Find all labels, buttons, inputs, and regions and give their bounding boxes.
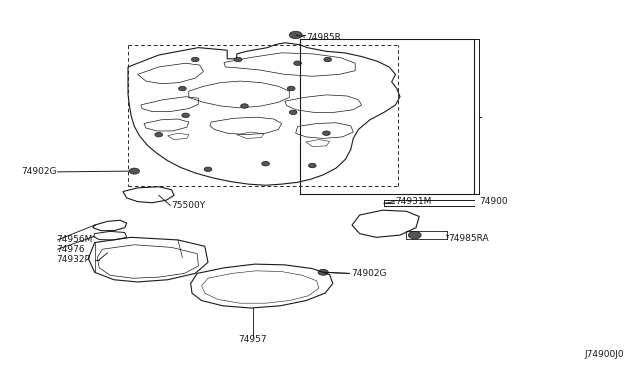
Circle shape — [318, 269, 328, 275]
Circle shape — [234, 57, 242, 62]
Circle shape — [289, 31, 302, 39]
Circle shape — [262, 161, 269, 166]
Circle shape — [287, 86, 295, 91]
Circle shape — [204, 167, 212, 171]
Text: 74956M: 74956M — [56, 235, 93, 244]
Circle shape — [408, 231, 421, 239]
Text: 74985R: 74985R — [306, 33, 340, 42]
Circle shape — [129, 168, 140, 174]
Text: 74932P: 74932P — [56, 255, 90, 264]
Circle shape — [308, 163, 316, 168]
Text: 74985RA: 74985RA — [448, 234, 488, 243]
Circle shape — [241, 104, 248, 108]
Circle shape — [179, 86, 186, 91]
Circle shape — [324, 57, 332, 62]
Circle shape — [289, 110, 297, 115]
Circle shape — [191, 57, 199, 62]
Text: 74957: 74957 — [239, 335, 267, 344]
Circle shape — [323, 131, 330, 135]
Text: J74900J0: J74900J0 — [584, 350, 624, 359]
Text: 74902G: 74902G — [351, 269, 386, 278]
Circle shape — [155, 132, 163, 137]
Circle shape — [182, 113, 189, 118]
Text: 74902G: 74902G — [21, 167, 56, 176]
Circle shape — [294, 61, 301, 65]
Text: 74931M: 74931M — [396, 197, 432, 206]
Text: 74976: 74976 — [56, 245, 85, 254]
Text: 75500Y: 75500Y — [172, 201, 205, 210]
Text: 74900: 74900 — [479, 197, 508, 206]
